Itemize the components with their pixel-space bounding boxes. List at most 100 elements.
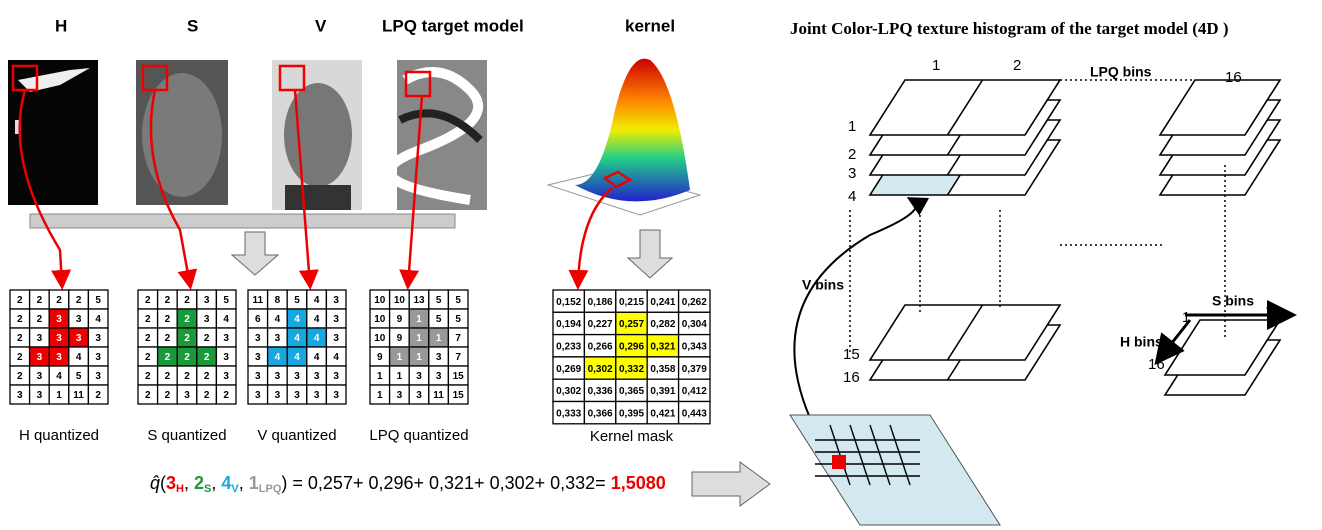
cell-value: 3 bbox=[333, 314, 339, 325]
term-value: 2 bbox=[194, 473, 204, 493]
images bbox=[8, 59, 700, 215]
cell-value: 2 bbox=[95, 390, 101, 401]
axis-label: 1 bbox=[1182, 309, 1190, 326]
cell-value: 3 bbox=[17, 390, 23, 401]
cell-value: 5 bbox=[76, 371, 82, 382]
axis-label: 4 bbox=[848, 188, 856, 205]
cell-value: 3 bbox=[397, 390, 403, 401]
cell-value: 3 bbox=[223, 352, 229, 363]
cell-value: 2 bbox=[17, 295, 23, 306]
cell-value: 0,257 bbox=[619, 319, 644, 330]
cell-value: 5 bbox=[455, 295, 461, 306]
header: Joint Color-LPQ texture histogram of the… bbox=[790, 19, 1229, 38]
cell-value: 0,333 bbox=[556, 408, 581, 419]
cell-value: 0,443 bbox=[682, 408, 707, 419]
cell-value: 2 bbox=[223, 390, 229, 401]
cell-value: 5 bbox=[95, 295, 101, 306]
cell-value: 3 bbox=[37, 390, 43, 401]
cell-value: 0,358 bbox=[650, 364, 675, 375]
cell-value: 9 bbox=[397, 333, 403, 344]
term-sub: LPQ bbox=[259, 483, 282, 495]
cell-value: 10 bbox=[374, 333, 386, 344]
cell-value: 3 bbox=[314, 390, 320, 401]
term-sub: S bbox=[204, 483, 211, 495]
cell-value: 5 bbox=[436, 295, 442, 306]
cell-value: 1 bbox=[416, 333, 422, 344]
grid-caption: H quantized bbox=[19, 427, 99, 444]
cell-value: 4 bbox=[314, 333, 320, 344]
cell-value: 4 bbox=[314, 295, 320, 306]
cell-value: 4 bbox=[314, 352, 320, 363]
axis-label: LPQ bins bbox=[1090, 64, 1152, 80]
axis-label: S bins bbox=[1212, 293, 1254, 309]
cell-value: 0,336 bbox=[588, 386, 613, 397]
cell-value: 4 bbox=[294, 314, 300, 325]
cell-value: 0,241 bbox=[650, 297, 675, 308]
cell-value: 3 bbox=[333, 390, 339, 401]
grid-caption: LPQ quantized bbox=[369, 427, 468, 444]
term-value: 1 bbox=[249, 473, 259, 493]
cell-value: 2 bbox=[76, 295, 82, 306]
histogram-diagram: 12LPQ bins161234V bins1516S bins116H bin… bbox=[790, 57, 1288, 525]
cell-value: 4 bbox=[333, 352, 339, 363]
cell-value: 5 bbox=[294, 295, 300, 306]
cell-value: 3 bbox=[436, 371, 442, 382]
cell-value: 4 bbox=[76, 352, 82, 363]
cell-value: 3 bbox=[333, 371, 339, 382]
cell-value: 0,379 bbox=[682, 364, 707, 375]
cell-value: 3 bbox=[436, 352, 442, 363]
cell-value: 0,282 bbox=[650, 319, 675, 330]
cell-value: 3 bbox=[255, 390, 261, 401]
axis-label: 1 bbox=[848, 118, 856, 135]
cell-value: 11 bbox=[433, 390, 444, 401]
cell-value: 0,421 bbox=[650, 408, 675, 419]
cell-value: 3 bbox=[37, 333, 43, 344]
cell-value: 3 bbox=[76, 314, 82, 325]
cell-value: 3 bbox=[95, 371, 101, 382]
cell-value: 2 bbox=[145, 295, 151, 306]
grids: 2222522334233332334323453331112H quantiz… bbox=[10, 290, 710, 445]
cell-value: 0,194 bbox=[556, 319, 581, 330]
cell-value: 4 bbox=[95, 314, 101, 325]
cell-value: 0,269 bbox=[556, 364, 581, 375]
term-value: 3 bbox=[166, 473, 176, 493]
separator: , bbox=[239, 473, 249, 493]
cell-value: 8 bbox=[275, 295, 281, 306]
cell-value: 0,152 bbox=[556, 297, 581, 308]
separator: , bbox=[211, 473, 221, 493]
cell-value: 3 bbox=[294, 371, 300, 382]
cell-value: 3 bbox=[255, 333, 261, 344]
rhs: = 0,257+ 0,296+ 0,321+ 0,302+ 0,332= bbox=[287, 473, 610, 493]
term-sub: H bbox=[176, 483, 184, 495]
cell-value: 3 bbox=[184, 390, 190, 401]
cell-value: 3 bbox=[314, 371, 320, 382]
cell-value: 2 bbox=[145, 352, 151, 363]
cell-value: 5 bbox=[455, 314, 461, 325]
cell-value: 2 bbox=[145, 371, 151, 382]
cell-value: 2 bbox=[204, 390, 210, 401]
grid-caption: S quantized bbox=[147, 427, 226, 444]
cell-value: 0,266 bbox=[588, 342, 613, 353]
cell-value: 2 bbox=[37, 314, 43, 325]
cell-value: 2 bbox=[165, 333, 171, 344]
header: V bbox=[315, 16, 327, 35]
cell-value: 11 bbox=[73, 390, 84, 401]
cell-value: 3 bbox=[204, 295, 210, 306]
axis-label: 15 bbox=[843, 346, 860, 363]
separator: , bbox=[184, 473, 194, 493]
cell-value: 0,343 bbox=[682, 342, 707, 353]
cell-value: 0,262 bbox=[682, 297, 707, 308]
cell-value: 3 bbox=[37, 371, 43, 382]
axis-label: 1 bbox=[932, 57, 940, 74]
cell-value: 3 bbox=[56, 333, 62, 344]
grid-caption: Kernel mask bbox=[590, 428, 674, 445]
grid-caption: V quantized bbox=[257, 427, 336, 444]
cell-value: 1 bbox=[416, 314, 422, 325]
cell-value: 2 bbox=[204, 333, 210, 344]
cell-value: 1 bbox=[416, 352, 422, 363]
cell-value: 4 bbox=[275, 352, 281, 363]
cell-value: 2 bbox=[184, 352, 190, 363]
cell-value: 2 bbox=[165, 352, 171, 363]
cell-value: 3 bbox=[76, 333, 82, 344]
axis-label: 16 bbox=[1148, 356, 1165, 373]
